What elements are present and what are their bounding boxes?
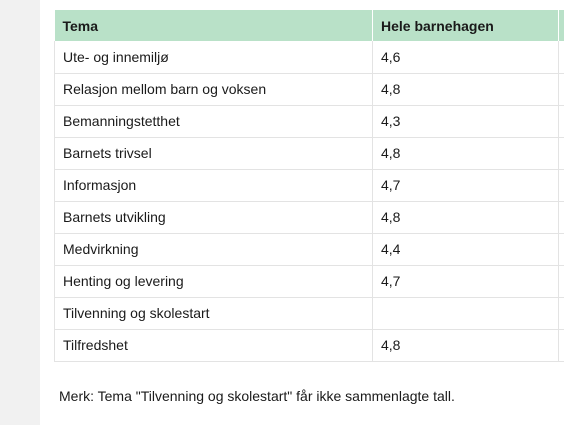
extra-cell — [558, 329, 564, 362]
tema-cell: Informasjon — [54, 169, 373, 202]
score-cell: 4,7 — [372, 265, 559, 298]
footnote: Merk: Tema "Tilvenning og skolestart" få… — [59, 388, 455, 404]
table-row: Informasjon 4,7 — [54, 169, 564, 202]
extra-cell — [558, 265, 564, 298]
table-row: Tilvenning og skolestart — [54, 297, 564, 330]
score-cell — [372, 297, 559, 330]
score-cell: 4,8 — [372, 329, 559, 362]
table-header-row: Tema Hele barnehagen — [54, 10, 564, 41]
table-row: Ute- og innemiljø 4,6 — [54, 41, 564, 74]
table-row: Barnets trivsel 4,8 — [54, 137, 564, 170]
table-row: Relasjon mellom barn og voksen 4,8 — [54, 73, 564, 106]
score-cell: 4,4 — [372, 233, 559, 266]
tema-cell: Tilfredshet — [54, 329, 373, 362]
extra-cell — [558, 233, 564, 266]
score-cell: 4,7 — [372, 169, 559, 202]
table-row: Bemanningstetthet 4,3 — [54, 105, 564, 138]
tema-cell: Barnets utvikling — [54, 201, 373, 234]
tema-cell: Tilvenning og skolestart — [54, 297, 373, 330]
extra-cell — [558, 41, 564, 74]
extra-cell — [558, 137, 564, 170]
extra-cell — [558, 169, 564, 202]
extra-cell — [558, 73, 564, 106]
extra-cell — [558, 105, 564, 138]
tema-cell: Ute- og innemiljø — [54, 41, 373, 74]
column-header-hele-barnehagen: Hele barnehagen — [372, 10, 559, 41]
column-header-tema: Tema — [54, 10, 373, 41]
page: Tema Hele barnehagen Ute- og innemiljø 4… — [40, 0, 564, 425]
tema-cell: Barnets trivsel — [54, 137, 373, 170]
tema-cell: Relasjon mellom barn og voksen — [54, 73, 373, 106]
tema-cell: Henting og levering — [54, 265, 373, 298]
extra-cell — [558, 297, 564, 330]
score-cell: 4,6 — [372, 41, 559, 74]
table-row: Tilfredshet 4,8 — [54, 329, 564, 362]
table-row: Barnets utvikling 4,8 — [54, 201, 564, 234]
extra-cell — [558, 201, 564, 234]
column-header-extra — [558, 10, 564, 41]
score-cell: 4,8 — [372, 137, 559, 170]
tema-cell: Medvirkning — [54, 233, 373, 266]
table-row: Henting og levering 4,7 — [54, 265, 564, 298]
score-cell: 4,3 — [372, 105, 559, 138]
results-table: Tema Hele barnehagen Ute- og innemiljø 4… — [54, 10, 564, 362]
table-row: Medvirkning 4,4 — [54, 233, 564, 266]
score-cell: 4,8 — [372, 201, 559, 234]
score-cell: 4,8 — [372, 73, 559, 106]
tema-cell: Bemanningstetthet — [54, 105, 373, 138]
